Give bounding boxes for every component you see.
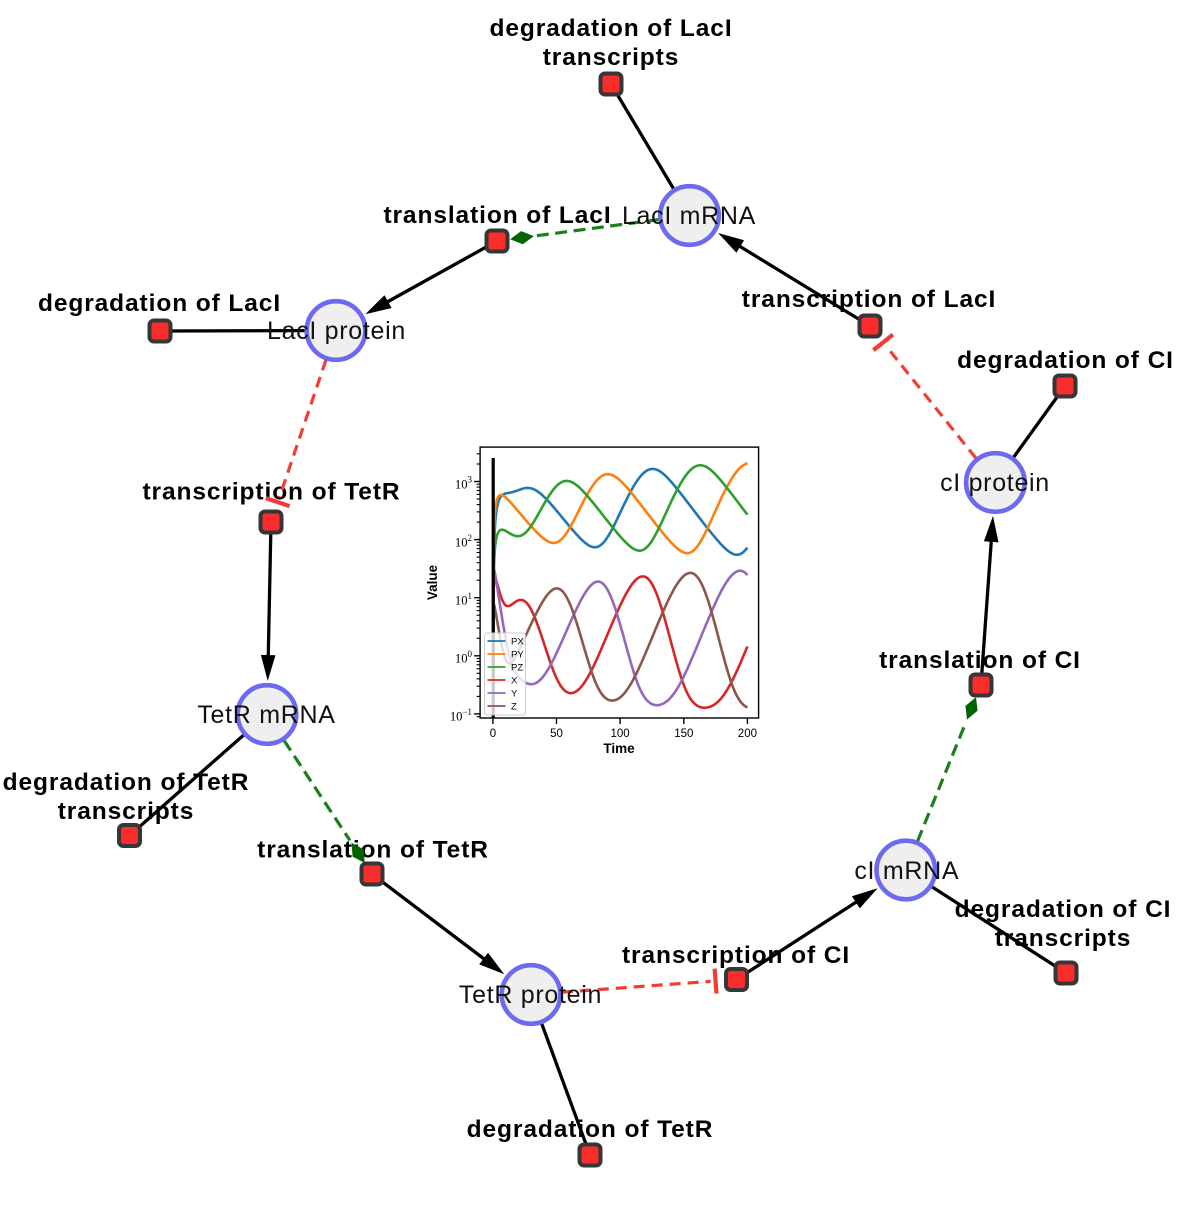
svg-text:PY: PY	[511, 650, 524, 661]
svg-text:transcripts: transcripts	[58, 798, 195, 825]
svg-text:0: 0	[490, 728, 496, 740]
svg-text:degradation of CI: degradation of CI	[957, 347, 1174, 374]
svg-text:degradation of CI: degradation of CI	[955, 896, 1172, 923]
svg-text:transcripts: transcripts	[995, 925, 1132, 952]
svg-text:degradation of LacI: degradation of LacI	[489, 15, 732, 42]
svg-text:cI protein: cI protein	[940, 469, 1050, 497]
svg-text:Value: Value	[425, 564, 440, 600]
svg-text:transcription of LacI: transcription of LacI	[742, 286, 996, 313]
svg-text:Y: Y	[511, 689, 518, 700]
svg-text:LacI mRNA: LacI mRNA	[622, 202, 756, 230]
svg-text:degradation of TetR: degradation of TetR	[467, 1116, 714, 1143]
svg-text:TetR protein: TetR protein	[459, 981, 602, 1009]
svg-text:degradation of LacI: degradation of LacI	[38, 290, 281, 317]
svg-text:degradation of TetR: degradation of TetR	[3, 769, 250, 796]
svg-text:translation of TetR: translation of TetR	[257, 837, 489, 864]
svg-text:TetR mRNA: TetR mRNA	[197, 701, 335, 729]
svg-text:PZ: PZ	[511, 663, 523, 674]
svg-text:100: 100	[611, 728, 630, 740]
svg-text:transcripts: transcripts	[543, 44, 680, 71]
svg-text:150: 150	[674, 728, 693, 740]
svg-text:50: 50	[550, 728, 563, 740]
svg-text:PX: PX	[511, 637, 524, 648]
svg-text:Z: Z	[511, 702, 517, 713]
svg-text:200: 200	[738, 728, 757, 740]
svg-text:cI mRNA: cI mRNA	[854, 857, 959, 885]
svg-text:translation of LacI: translation of LacI	[383, 202, 611, 229]
svg-text:LacI protein: LacI protein	[267, 317, 406, 345]
svg-text:Time: Time	[603, 741, 635, 756]
svg-text:translation of CI: translation of CI	[879, 647, 1081, 674]
svg-text:transcription of CI: transcription of CI	[622, 942, 850, 969]
svg-text:X: X	[511, 676, 518, 687]
